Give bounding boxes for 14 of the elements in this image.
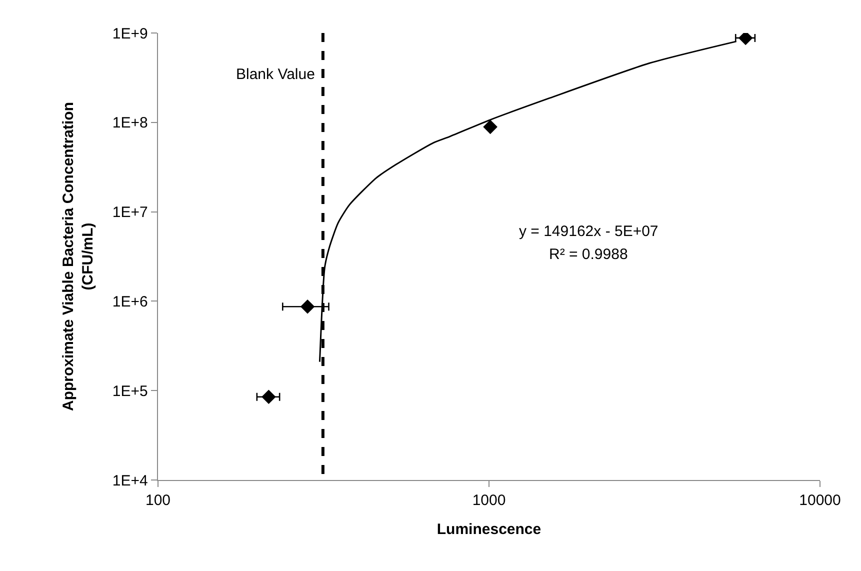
annotation: y = 149162x - 5E+07 (519, 223, 658, 240)
y-tick-label: 1E+9 (112, 25, 148, 42)
x-axis-title: Luminescence (436, 521, 542, 538)
y-tick-label: 1E+5 (112, 382, 148, 400)
y-tick-label: 1E+8 (112, 114, 148, 132)
ref-line-label: Blank Value (236, 66, 315, 83)
y-axis-title: Approximate Viable Bacteria Concentration (CFU/mL) (60, 102, 97, 411)
x-tick-label: 1000 (472, 492, 506, 510)
x-tick-label: 100 (145, 492, 171, 510)
y-tick-label: 1E+4 (112, 472, 148, 490)
x-tick-label: 10000 (799, 492, 841, 510)
y-tick-label: 1E+6 (112, 293, 148, 310)
annotation: R² = 0.9988 (549, 246, 628, 263)
y-tick-label: 1E+7 (112, 204, 148, 222)
